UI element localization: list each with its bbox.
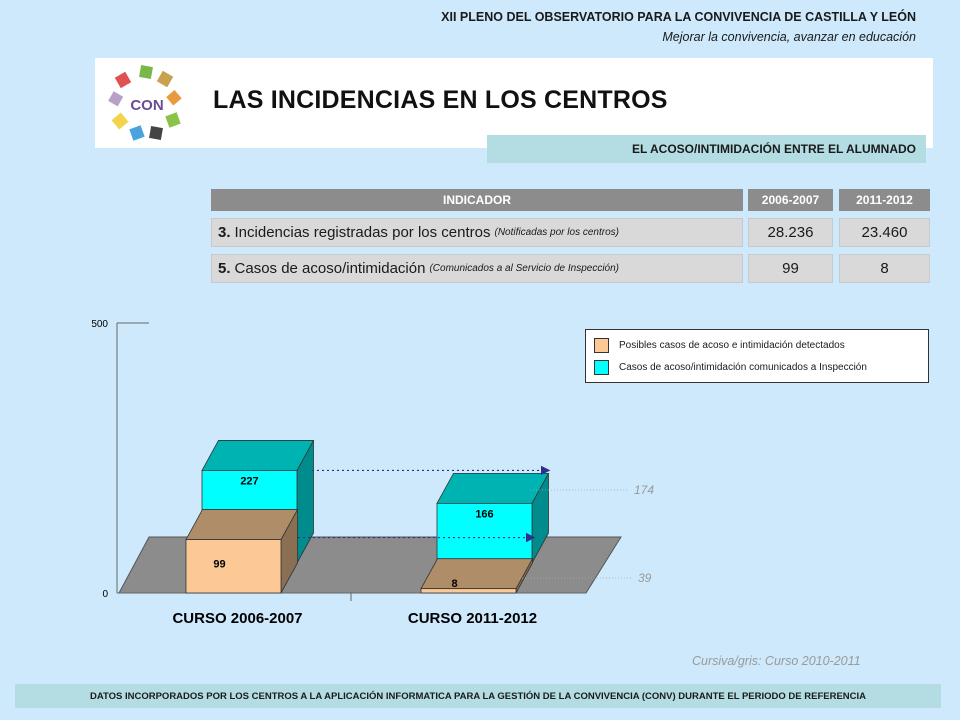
title-banner: CON LAS INCIDENCIAS EN LOS CENTROS [95,58,933,148]
data-label-communicated: 166 [475,508,493,520]
data-label-detected: 99 [213,559,225,571]
header-indicator: INDICADOR [211,189,743,211]
table-row-incidents-label: 3. Incidencias registradas por los centr… [211,218,743,247]
table-row-bullying-label: 5. Casos de acoso/intimidación (Comunica… [211,254,743,283]
legend-item-detected: Posibles casos de acoso e intimidación d… [594,338,845,353]
row-note: (Comunicados a al Servicio de Inspección… [429,263,619,274]
conference-title: XII PLENO DEL OBSERVATORIO PARA LA CONVI… [441,10,916,24]
chart-footnote: Cursiva/gris: Curso 2010-2011 [692,654,861,668]
row-number: 3. [218,224,231,241]
y-tick-label: 0 [102,589,108,600]
x-tick-label: CURSO 2011-2012 [408,610,537,627]
legend-label: Posibles casos de acoso e intimidación d… [619,340,845,351]
x-tick-label: CURSO 2006-2007 [172,610,302,627]
bar-detected-top [185,509,299,540]
logo-text: CON [130,97,163,114]
legend-swatch-detected [594,338,609,353]
row-label-text: Incidencias registradas por los centros [234,224,491,241]
header-year-1: 2006-2007 [748,189,833,211]
table-cell: 23.460 [839,218,930,247]
data-label-detected: 8 [451,578,457,590]
legend-label: Casos de acoso/intimidación comunicados … [619,362,867,373]
footer-note: DATOS INCORPORADOS POR LOS CENTROS A LA … [15,684,941,708]
table-cell: 99 [748,254,833,283]
bar-detected [420,588,517,594]
conference-tagline: Mejorar la convivencia, avanzar en educa… [662,30,916,44]
row-number: 5. [218,260,231,277]
reference-value-communicated: 174 [634,483,654,497]
logo-figures-icon [108,65,182,141]
page-title: LAS INCIDENCIAS EN LOS CENTROS [213,86,668,114]
chart-legend: Posibles casos de acoso e intimidación d… [585,329,929,383]
row-note: (Notificadas por los centros) [494,227,619,238]
bar-communicated-top [201,440,315,471]
legend-item-communicated: Casos de acoso/intimidación comunicados … [594,360,867,375]
y-tick-label: 500 [91,319,108,330]
row-label-text: Casos de acoso/intimidación [234,260,426,277]
reference-value-detected: 39 [638,571,652,585]
section-subtitle: EL ACOSO/INTIMIDACIÓN ENTRE EL ALUMNADO [487,135,926,163]
bar-communicated-top [436,472,550,504]
table-cell: 28.236 [748,218,833,247]
bar-detected [185,539,282,594]
observatory-logo: CON [108,65,182,141]
table-cell: 8 [839,254,930,283]
header-year-2: 2011-2012 [839,189,930,211]
bar-detected-top [420,558,534,590]
legend-swatch-communicated [594,360,609,375]
data-label-communicated: 227 [240,475,258,487]
